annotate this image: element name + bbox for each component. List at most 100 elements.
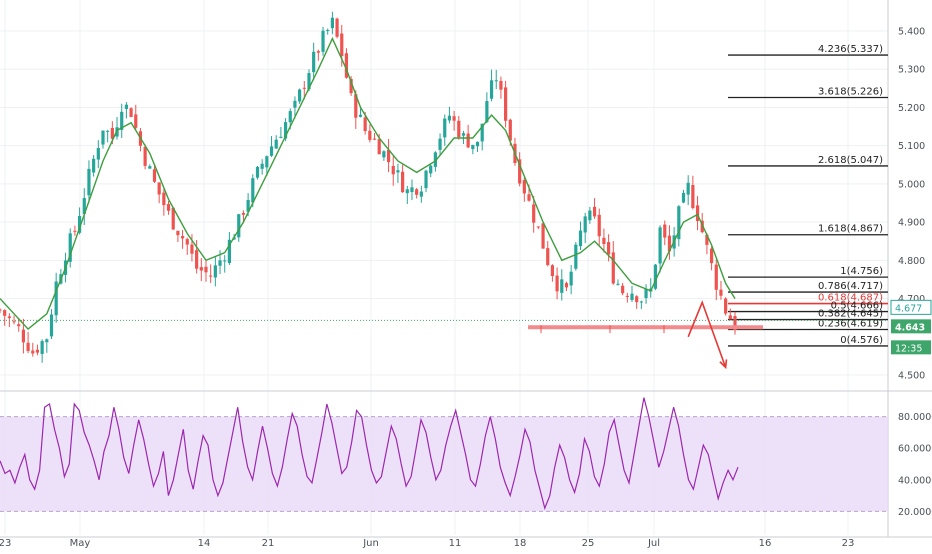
annotations bbox=[0, 300, 888, 370]
candle-body bbox=[396, 170, 400, 173]
candle-body bbox=[21, 329, 26, 343]
candle-body bbox=[419, 191, 423, 197]
price-tick-label: 5.300 bbox=[898, 65, 925, 76]
fib-level-label: 0.236(4.619) bbox=[818, 319, 883, 330]
candle-body bbox=[106, 130, 110, 132]
price-tick-label: 4.800 bbox=[898, 256, 925, 267]
candle-body bbox=[433, 152, 437, 167]
candle-body bbox=[644, 288, 648, 299]
candle-body bbox=[709, 248, 714, 264]
countdown-tag-text: 12:35 bbox=[895, 343, 922, 354]
candle-body bbox=[592, 206, 597, 217]
fib-level-label: 0.5(4.666) bbox=[831, 301, 883, 312]
candle-body bbox=[583, 216, 587, 233]
candle-body bbox=[677, 206, 681, 240]
candle-body bbox=[152, 169, 157, 182]
candle-body bbox=[724, 298, 728, 314]
candle-body bbox=[635, 296, 639, 303]
candle-body bbox=[180, 236, 185, 239]
candle-body bbox=[386, 149, 391, 163]
candle-body bbox=[344, 53, 349, 78]
candle-body bbox=[3, 310, 7, 316]
candle-body bbox=[363, 117, 367, 132]
candle-body bbox=[630, 293, 634, 300]
candle-body bbox=[653, 264, 658, 289]
candle-body bbox=[7, 316, 11, 319]
candle-body bbox=[209, 275, 213, 277]
candle-body bbox=[457, 120, 461, 138]
candle-body bbox=[518, 159, 522, 184]
candle-body bbox=[17, 324, 21, 327]
candle-body bbox=[405, 189, 409, 194]
fib-level-label: 0.786(4.717) bbox=[818, 281, 883, 292]
candle-body bbox=[326, 30, 330, 32]
candle-body bbox=[49, 314, 54, 337]
price-tick-label: 4.900 bbox=[898, 218, 925, 229]
candle-body bbox=[401, 171, 405, 193]
candle-body bbox=[298, 89, 302, 102]
candle-body bbox=[424, 170, 428, 189]
candle-body bbox=[438, 138, 442, 150]
candle-body bbox=[288, 111, 292, 123]
last-price-tag bbox=[891, 319, 931, 334]
candle-body bbox=[536, 226, 540, 228]
candle-body bbox=[686, 182, 690, 195]
fib-level-label: 0.382(4.645) bbox=[818, 309, 883, 320]
time-tick-label: 21 bbox=[262, 538, 275, 549]
fib-level-label: 0(4.576) bbox=[840, 335, 883, 346]
candle-body bbox=[382, 151, 386, 158]
candle-body bbox=[157, 182, 161, 195]
candle-body bbox=[171, 207, 175, 230]
candle-body bbox=[602, 237, 606, 244]
candle-body bbox=[54, 281, 58, 316]
candle-body bbox=[410, 187, 414, 193]
rsi-pane bbox=[0, 397, 888, 512]
candle-body bbox=[691, 184, 695, 209]
candle-body bbox=[485, 101, 489, 123]
candle-body bbox=[321, 30, 325, 52]
candle-body bbox=[541, 223, 545, 249]
price-tick-label: 5.200 bbox=[898, 103, 925, 114]
candle-body bbox=[564, 283, 569, 288]
candle-body bbox=[663, 224, 667, 238]
rsi-line bbox=[0, 397, 739, 511]
candle-body bbox=[120, 111, 124, 130]
time-tick-label: May bbox=[70, 538, 91, 549]
candle-body bbox=[77, 215, 82, 233]
candle-body bbox=[330, 17, 334, 29]
price-tick-label: 5.000 bbox=[898, 179, 925, 190]
candle-body bbox=[372, 138, 377, 140]
candle-body bbox=[354, 94, 358, 118]
candle-body bbox=[719, 289, 723, 296]
candle-body bbox=[415, 189, 419, 195]
candle-body bbox=[237, 214, 241, 238]
upper-price-tag bbox=[890, 299, 932, 315]
candle-body bbox=[31, 350, 35, 354]
upper-price-tag-text: 4.677 bbox=[895, 303, 922, 314]
candle-body bbox=[377, 139, 381, 155]
candle-body bbox=[241, 213, 246, 215]
countdown-tag bbox=[891, 340, 931, 355]
candle-body bbox=[251, 178, 255, 203]
candle-body bbox=[335, 18, 339, 37]
candle-body bbox=[45, 339, 49, 343]
candle-body bbox=[0, 309, 2, 311]
candle-body bbox=[358, 114, 363, 117]
candle-body bbox=[667, 235, 672, 252]
rsi-tick-label: 60.0000 bbox=[898, 444, 932, 455]
candle-body bbox=[527, 194, 531, 201]
projection-arrow bbox=[687, 300, 727, 368]
fib-level-label: 0.618(4.687) bbox=[818, 293, 883, 304]
candle-body bbox=[489, 80, 494, 99]
fib-level-label: 4.236(5.337) bbox=[818, 44, 883, 55]
candle-body bbox=[391, 165, 395, 175]
candle-body bbox=[532, 204, 536, 223]
candle-body bbox=[349, 78, 353, 94]
candle-body bbox=[452, 116, 456, 121]
candle-body bbox=[621, 285, 625, 294]
candle-body bbox=[110, 127, 114, 139]
price-series bbox=[0, 11, 737, 363]
candle-body bbox=[639, 301, 643, 303]
